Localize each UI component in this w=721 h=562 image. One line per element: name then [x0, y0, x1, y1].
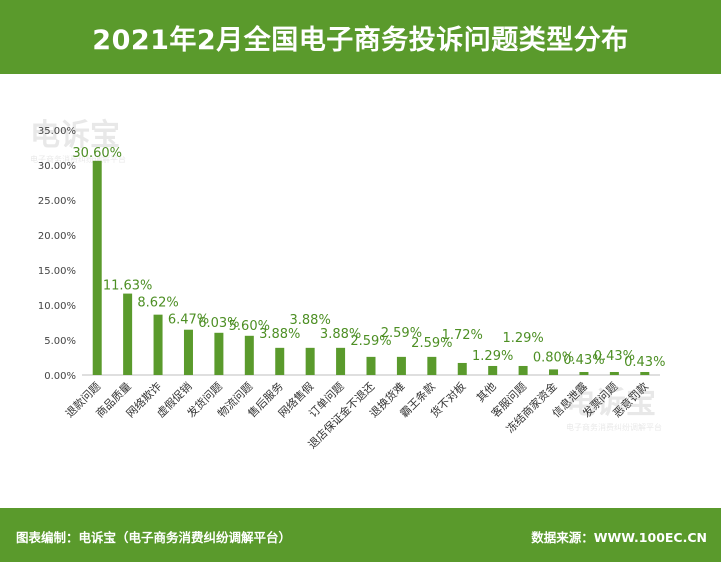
- y-tick-label: 15.00%: [38, 266, 76, 277]
- data-label: 0.43%: [563, 353, 604, 368]
- chart-title: 2021年2月全国电子商务投诉问题类型分布: [92, 24, 629, 56]
- bar: [457, 362, 467, 375]
- bar: [640, 371, 650, 375]
- bar: [579, 371, 589, 375]
- y-tick-label: 30.00%: [38, 161, 76, 172]
- data-label: 0.43%: [624, 355, 665, 370]
- plot-area: 电诉宝 电子商务消费纠纷调解平台 电诉宝 电子商务消费纠纷调解平台 0.00% 5…: [0, 74, 721, 508]
- bar: [427, 356, 437, 375]
- data-label: 3.88%: [320, 327, 361, 342]
- bar: [275, 347, 285, 375]
- data-label: 2.59%: [381, 326, 422, 341]
- bar: [153, 314, 163, 375]
- data-label: 5.60%: [229, 319, 270, 334]
- bar: [336, 347, 346, 375]
- data-label: 1.72%: [442, 328, 483, 343]
- bar-chart: 0.00% 5.00% 10.00% 15.00% 20.00% 25.00% 30.00%…: [38, 126, 666, 451]
- bar: [92, 160, 102, 375]
- bar: [305, 347, 315, 375]
- y-tick-label: 20.00%: [38, 231, 76, 242]
- y-tick-label: 25.00%: [38, 196, 76, 207]
- data-source: 数据来源：WWW.100EC.CN: [531, 530, 707, 545]
- data-label: 1.29%: [472, 349, 513, 364]
- bar: [244, 335, 254, 375]
- data-label: 0.43%: [594, 349, 635, 364]
- bar: [183, 329, 193, 375]
- data-label: 6.47%: [168, 313, 209, 328]
- bar: [123, 293, 133, 375]
- bar: [549, 369, 559, 375]
- y-tick-label: 35.00%: [38, 126, 76, 137]
- bar: [214, 332, 224, 375]
- data-label: 2.59%: [350, 334, 391, 349]
- bar: [396, 356, 406, 375]
- bar: [366, 356, 376, 375]
- data-label: 11.63%: [103, 279, 153, 294]
- y-tick-label: 5.00%: [44, 336, 76, 347]
- data-label: 30.60%: [72, 146, 122, 161]
- data-label: 3.88%: [259, 327, 300, 342]
- data-label: 0.80%: [533, 350, 574, 365]
- bar: [609, 371, 619, 375]
- y-tick-label: 10.00%: [38, 301, 76, 312]
- y-tick-label: 0.00%: [44, 371, 76, 382]
- bar: [488, 365, 498, 375]
- data-label: 6.03%: [198, 316, 239, 331]
- title-banner: 2021年2月全国电子商务投诉问题类型分布: [0, 0, 721, 74]
- data-label: 1.29%: [502, 331, 543, 346]
- data-label: 2.59%: [411, 336, 452, 351]
- bar: [518, 365, 528, 375]
- chart-credit: 图表编制：电诉宝（电子商务消费纠纷调解平台）: [16, 530, 292, 545]
- footer-banner: 图表编制：电诉宝（电子商务消费纠纷调解平台） 数据来源：WWW.100EC.CN: [0, 508, 721, 562]
- data-label: 8.62%: [137, 296, 178, 311]
- data-label: 3.88%: [290, 313, 331, 328]
- x-tick-label: 其他: [474, 380, 499, 405]
